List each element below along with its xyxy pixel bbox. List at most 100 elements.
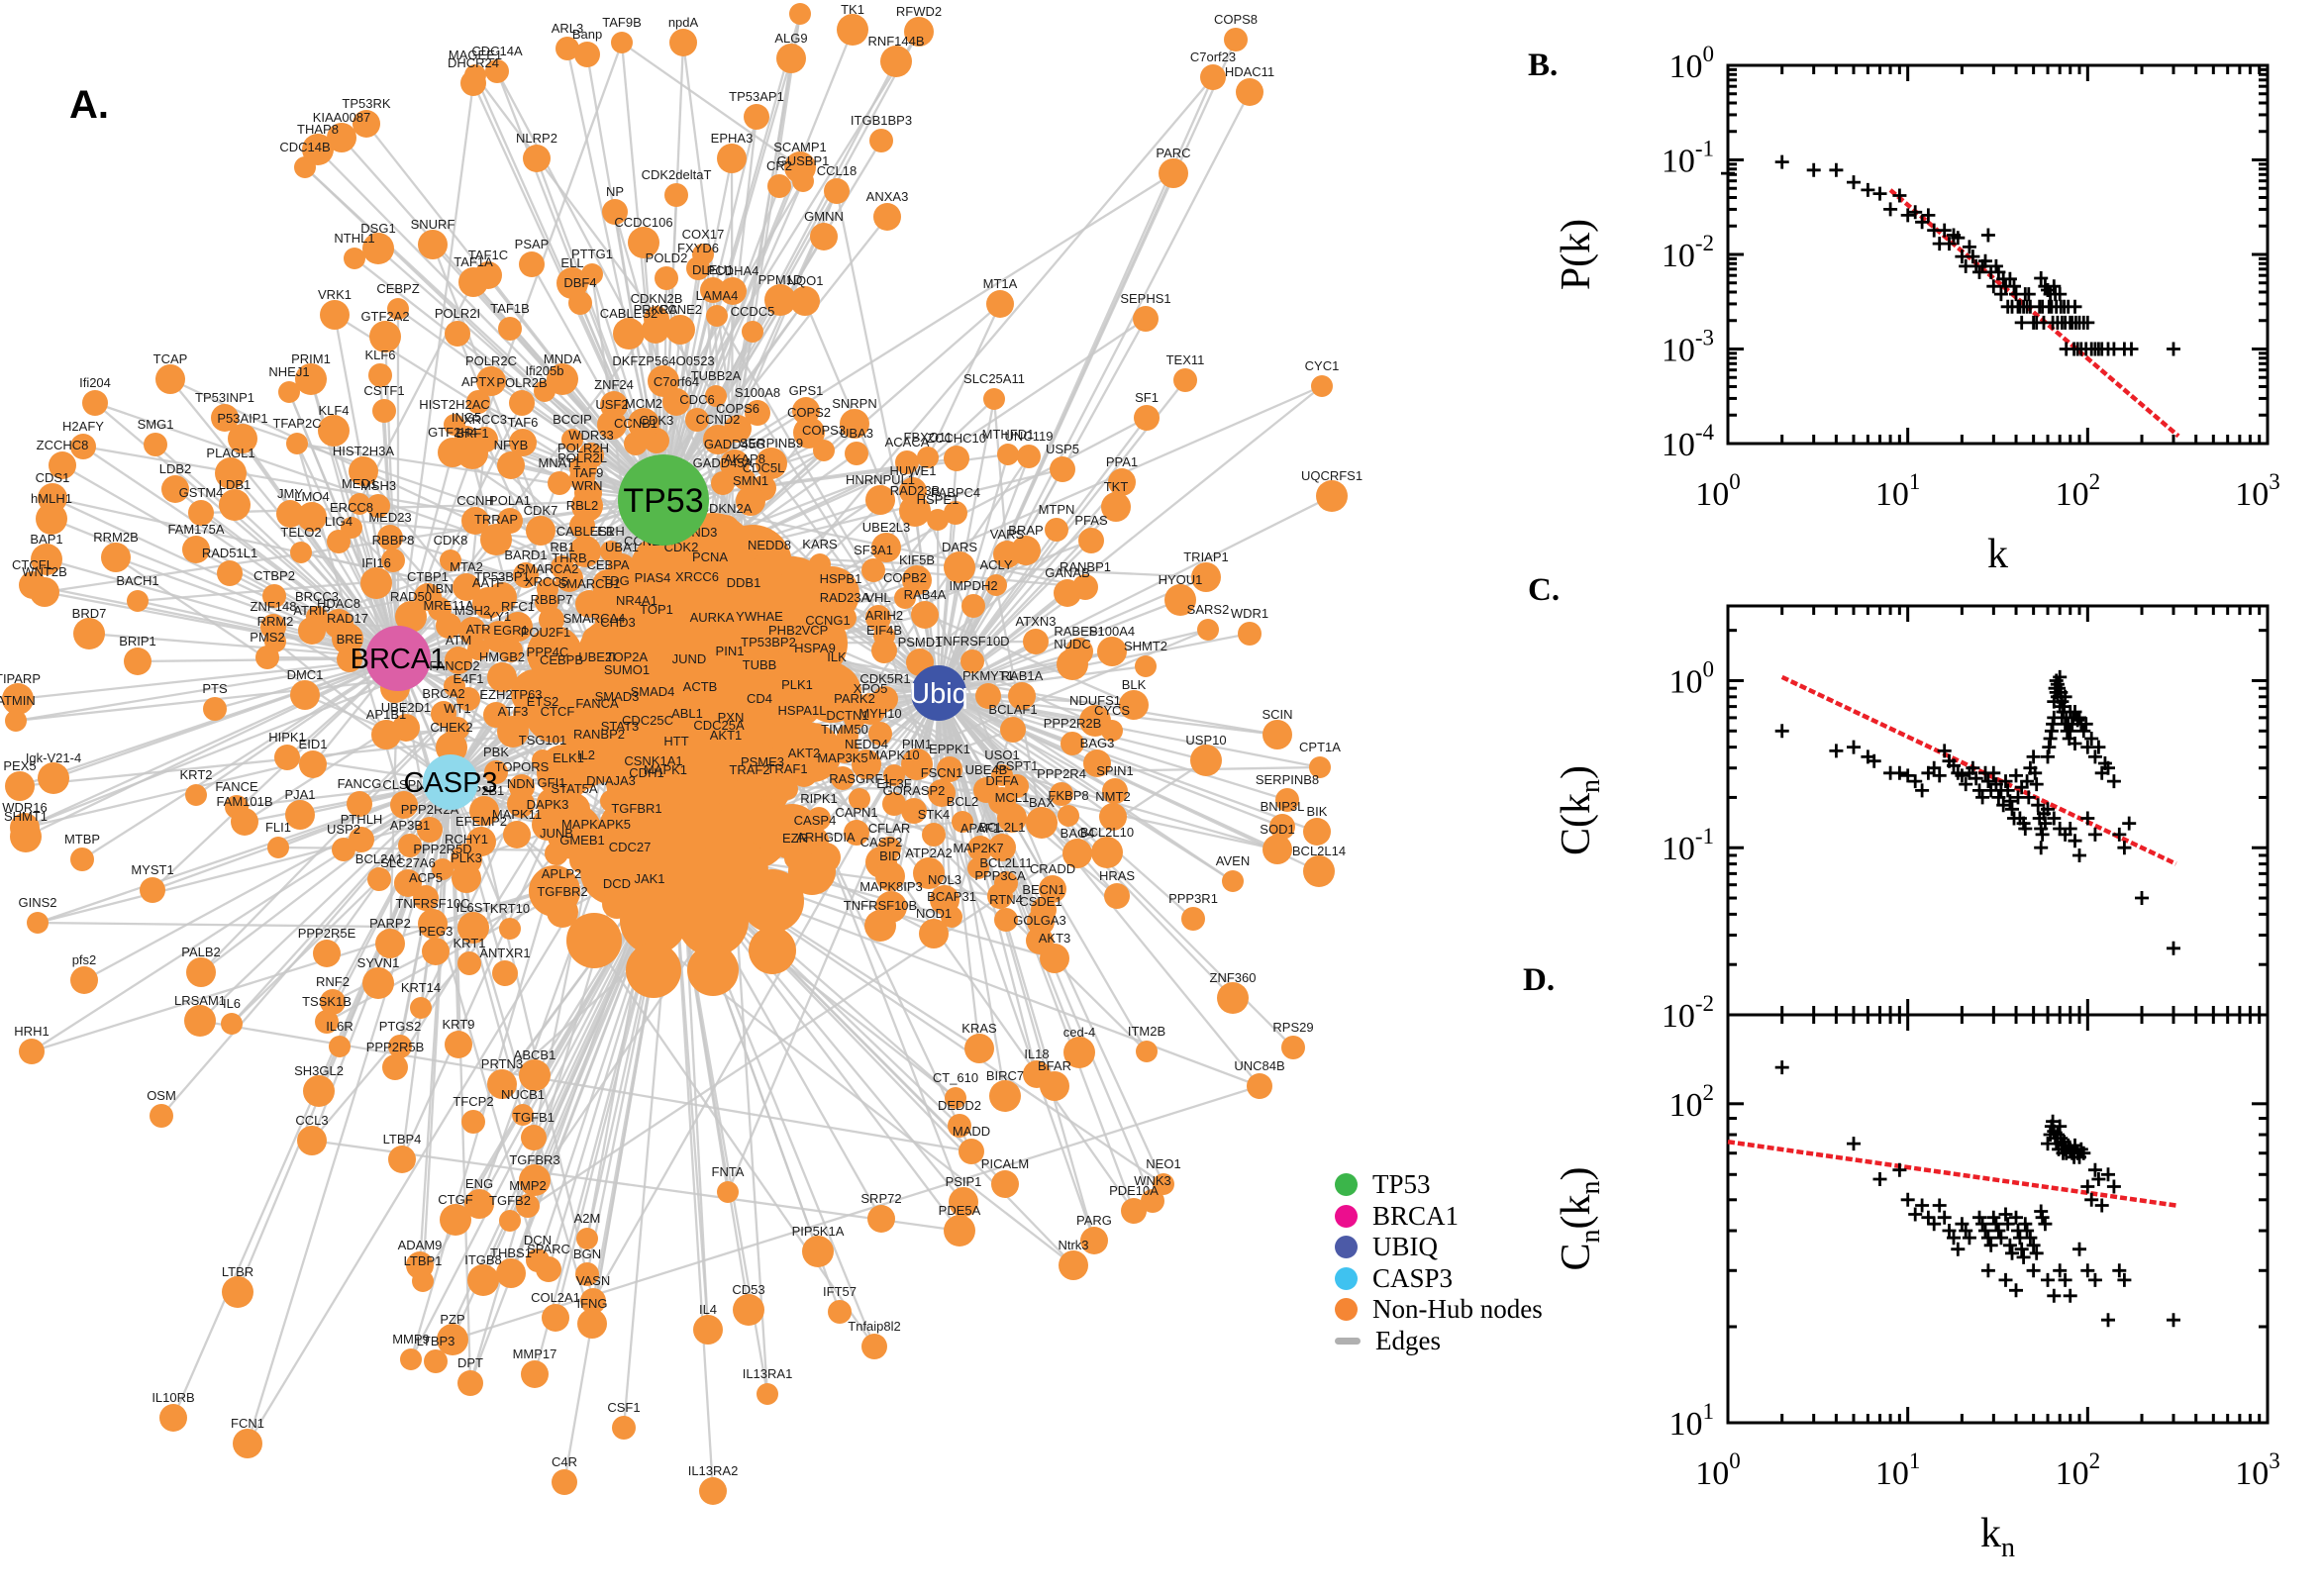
network-edge bbox=[52, 656, 399, 780]
network-node-label: WDR33 bbox=[568, 428, 614, 443]
network-node bbox=[412, 1270, 434, 1292]
network-edge bbox=[938, 691, 1321, 769]
network-node-label: MCL1 bbox=[995, 790, 1030, 805]
network-node bbox=[492, 960, 518, 986]
network-edge bbox=[938, 691, 1135, 707]
network-node-label: E4F1 bbox=[453, 671, 483, 686]
network-node bbox=[1008, 682, 1036, 710]
network-node bbox=[390, 791, 418, 819]
network-node bbox=[987, 883, 1013, 909]
network-edge bbox=[81, 657, 399, 860]
network-node bbox=[458, 267, 488, 297]
network-node bbox=[641, 700, 664, 724]
network-node-label: USP5 bbox=[1046, 442, 1079, 456]
network-node-label: BRD7 bbox=[72, 606, 107, 621]
network-node bbox=[413, 885, 439, 911]
network-node bbox=[582, 709, 612, 739]
network-node-label: CSTF1 bbox=[363, 383, 404, 398]
network-node bbox=[712, 515, 740, 543]
plot-frame bbox=[1726, 63, 2270, 446]
network-node-label: IFI16 bbox=[361, 555, 391, 570]
network-node-label: BRCA2 bbox=[422, 686, 464, 701]
network-node-label: PPP2R5B bbox=[366, 1040, 425, 1054]
network-node bbox=[875, 861, 905, 891]
network-node bbox=[901, 748, 933, 780]
network-node-label: THAP8 bbox=[297, 122, 339, 137]
network-node-label: HRH1 bbox=[14, 1024, 49, 1039]
network-node-label: TFAP2C bbox=[272, 416, 321, 431]
network-node-label: CD4 bbox=[747, 691, 772, 706]
network-node bbox=[581, 263, 603, 285]
network-node-label: RIPK1 bbox=[800, 791, 838, 806]
network-node-label: ATM bbox=[446, 633, 471, 648]
network-node-label: ATMIN bbox=[0, 693, 36, 708]
network-node-label: LDB2 bbox=[159, 461, 192, 476]
network-node-label: PPP3CA bbox=[974, 868, 1026, 883]
network-node bbox=[717, 1181, 739, 1203]
network-node-label: AURKA bbox=[690, 610, 735, 625]
network-node-label: UBA1 bbox=[605, 540, 639, 554]
network-node bbox=[185, 784, 207, 806]
network-node-label: TELO2 bbox=[280, 525, 321, 540]
network-node-label: TGFB1 bbox=[513, 1110, 555, 1125]
network-node bbox=[865, 605, 891, 631]
network-node bbox=[497, 451, 525, 479]
legend-node-swatch bbox=[1335, 1236, 1358, 1259]
network-node bbox=[458, 617, 486, 645]
network-node-label: MAPK11 bbox=[492, 807, 542, 822]
network-node bbox=[868, 722, 892, 746]
network-node-label: DCN bbox=[524, 1233, 552, 1247]
network-node-label: Tnfaip8l2 bbox=[848, 1319, 900, 1334]
hub-label-casp3: CASP3 bbox=[403, 767, 497, 799]
network-node bbox=[1309, 756, 1331, 778]
network-node bbox=[1104, 883, 1130, 909]
network-node-label: BIK bbox=[1307, 804, 1328, 819]
network-node-label: TAF1C bbox=[468, 248, 508, 262]
network-node bbox=[155, 364, 185, 394]
network-node-label: ANXA3 bbox=[866, 189, 909, 204]
network-node-label: RBBP8 bbox=[372, 533, 415, 548]
network-node bbox=[70, 848, 94, 871]
network-node bbox=[1141, 1189, 1164, 1213]
network-edge bbox=[937, 512, 958, 694]
network-node bbox=[290, 542, 312, 563]
network-node bbox=[377, 525, 403, 550]
network-node-label: CDC14B bbox=[279, 140, 330, 154]
network-node-label: SPARC bbox=[527, 1242, 570, 1256]
network-node bbox=[534, 380, 556, 402]
network-edge bbox=[937, 692, 981, 1049]
network-node bbox=[542, 1304, 569, 1332]
legend-item-ubiq: UBIQ bbox=[1335, 1232, 1543, 1263]
network-node-label: GMEB1 bbox=[559, 833, 605, 848]
network-node-label: NDN bbox=[507, 776, 535, 791]
network-edge bbox=[44, 498, 664, 594]
network-node-label: RRM2B bbox=[93, 530, 139, 545]
network-node bbox=[628, 227, 659, 258]
network-node bbox=[497, 716, 529, 748]
network-node-label: UBE2D1 bbox=[381, 700, 432, 715]
network-node bbox=[453, 573, 480, 601]
panel-c-plot: 100 10-1 10-2 C(kn) bbox=[1554, 604, 2270, 1035]
network-node bbox=[1091, 837, 1123, 868]
network-node-label: ITM2B bbox=[1128, 1024, 1165, 1039]
panel-label-c: C. bbox=[1528, 572, 1561, 608]
network-node-label: TRRAP bbox=[474, 512, 518, 527]
network-node-label: RAD51L1 bbox=[202, 546, 257, 560]
network-node bbox=[367, 867, 391, 891]
network-node bbox=[746, 705, 773, 733]
network-node bbox=[1040, 944, 1069, 973]
network-node bbox=[1181, 907, 1205, 931]
network-node bbox=[436, 613, 461, 639]
network-node bbox=[440, 549, 461, 571]
axis-tick-label: 100 bbox=[1695, 469, 1741, 513]
network-node-label: ELK1 bbox=[553, 750, 584, 765]
network-node bbox=[1083, 749, 1111, 777]
network-node-label: TAF1B bbox=[490, 301, 530, 316]
network-node-label: ALG9 bbox=[774, 31, 807, 46]
network-node-label: SOD1 bbox=[1260, 822, 1294, 837]
legend-node-swatch bbox=[1335, 1266, 1358, 1290]
network-node bbox=[523, 145, 551, 172]
hub-node-ubiq bbox=[911, 665, 966, 721]
network-node-label: EFEMP2 bbox=[455, 814, 507, 829]
